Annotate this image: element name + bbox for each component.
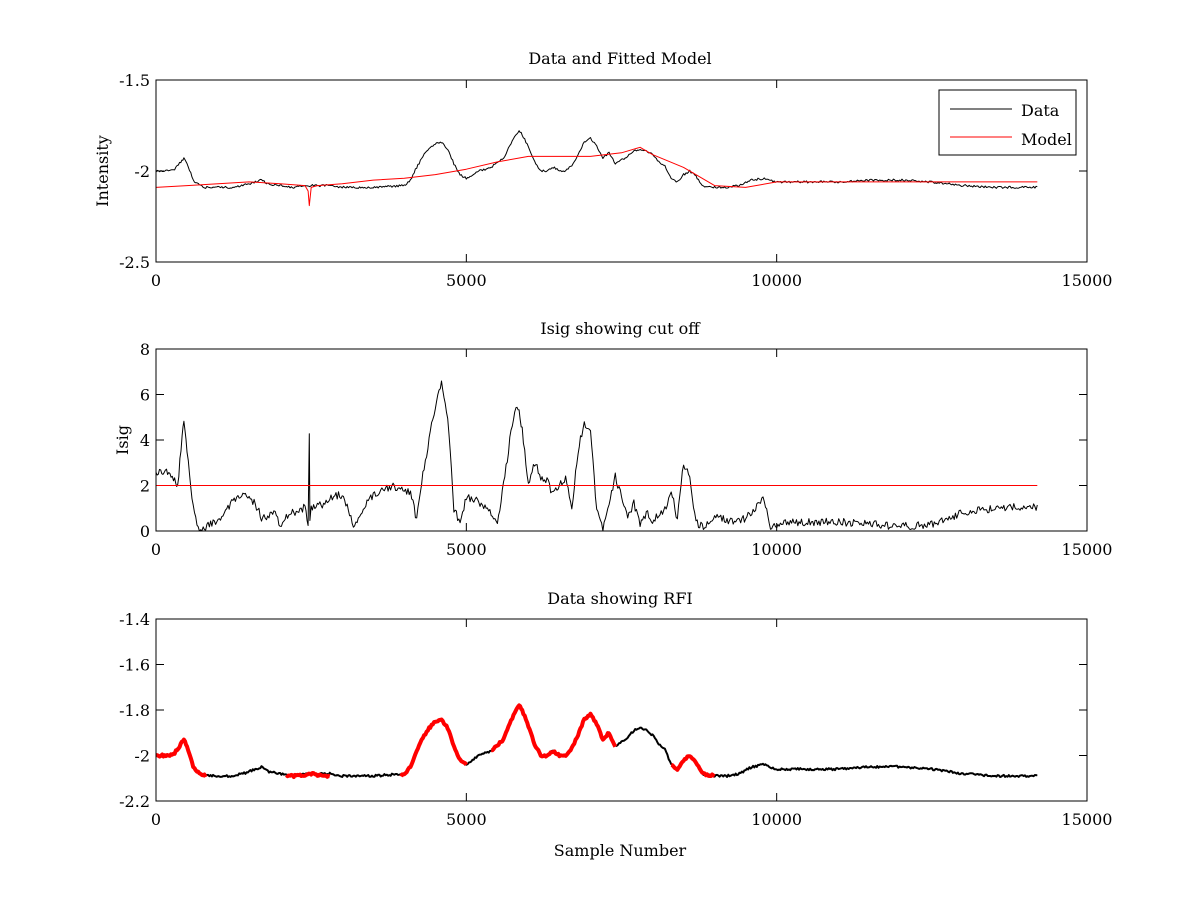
y-tick-label: 0 bbox=[140, 522, 150, 541]
y-tick-label: -2 bbox=[134, 747, 150, 766]
panel-2-ylabel: Isig bbox=[113, 425, 132, 455]
y-tick-label: -2.2 bbox=[119, 792, 150, 811]
series-rfi-line bbox=[285, 771, 331, 779]
panel-1-series bbox=[155, 130, 1038, 207]
panel-2-tick-labels: 0 5000 10000 15000 0 2 4 6 8 bbox=[140, 340, 1113, 559]
legend-label-data: Data bbox=[1021, 101, 1060, 120]
panel-isig-cut-off: Isig showing cut off Isig 0 5000 10000 1500… bbox=[113, 319, 1112, 559]
legend-box bbox=[938, 89, 1077, 156]
x-tick-label: 5000 bbox=[446, 810, 487, 829]
x-tick-label: 0 bbox=[151, 271, 161, 290]
y-tick-label: -1.5 bbox=[119, 71, 150, 90]
y-tick-label: 8 bbox=[140, 340, 150, 359]
panel-3-tick-labels: 0 5000 10000 15000 -2.2 -2 -1.8 -1.6 -1.4 bbox=[119, 610, 1112, 829]
panel-1-legend: Data Model bbox=[938, 89, 1077, 156]
y-tick-label: -1.6 bbox=[119, 656, 150, 675]
panel-2-title: Isig showing cut off bbox=[540, 319, 701, 338]
series-rfi-line bbox=[670, 754, 716, 778]
panel-2-series bbox=[155, 380, 1038, 532]
x-tick-label: 5000 bbox=[446, 540, 487, 559]
panel-3-xlabel: Sample Number bbox=[554, 841, 687, 860]
y-tick-label: 6 bbox=[140, 386, 150, 405]
x-tick-label: 15000 bbox=[1062, 540, 1113, 559]
x-tick-label: 15000 bbox=[1062, 271, 1113, 290]
legend-label-model: Model bbox=[1021, 130, 1072, 149]
panel-3-title: Data showing RFI bbox=[547, 589, 692, 608]
panel-data-and-fitted-model: Data and Fitted Model Intensity 0 5000 100… bbox=[93, 49, 1112, 290]
y-tick-label: -1.4 bbox=[119, 610, 150, 629]
panel-1-title: Data and Fitted Model bbox=[528, 49, 711, 68]
x-tick-label: 0 bbox=[151, 810, 161, 829]
x-tick-label: 10000 bbox=[751, 271, 802, 290]
panel-1-tick-labels: 0 5000 10000 15000 -2.5 -2 -1.5 bbox=[119, 71, 1112, 290]
series-rfi-line bbox=[399, 717, 468, 778]
series-model-line bbox=[155, 146, 1038, 207]
x-tick-label: 0 bbox=[151, 540, 161, 559]
y-tick-label: -2 bbox=[134, 162, 150, 181]
panel-data-showing-rfi: Data showing RFI Sample Number 0 5000 1000… bbox=[119, 589, 1112, 860]
y-tick-label: 4 bbox=[140, 431, 150, 450]
panel-1-axes-box bbox=[155, 79, 1088, 263]
x-tick-label: 15000 bbox=[1062, 810, 1113, 829]
y-tick-label: -1.8 bbox=[119, 701, 150, 720]
series-rfi-line bbox=[490, 703, 618, 759]
series-data-line bbox=[155, 130, 1038, 189]
x-tick-label: 5000 bbox=[446, 271, 487, 290]
x-tick-label: 10000 bbox=[751, 540, 802, 559]
panel-3-series bbox=[155, 703, 1038, 779]
y-tick-label: 2 bbox=[140, 477, 150, 496]
y-tick-label: -2.5 bbox=[119, 253, 150, 272]
series-isig-line bbox=[155, 380, 1038, 532]
panel-1-ylabel: Intensity bbox=[93, 135, 112, 207]
series-rfi-line bbox=[155, 737, 208, 778]
x-tick-label: 10000 bbox=[751, 810, 802, 829]
panel-3-axes-box bbox=[155, 618, 1088, 802]
panel-2-axes-box bbox=[155, 348, 1088, 532]
series-data-line bbox=[155, 703, 1038, 778]
